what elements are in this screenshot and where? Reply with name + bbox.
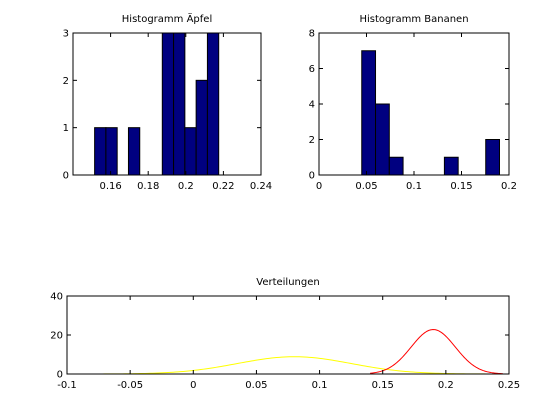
histogram-bar (173, 32, 186, 176)
bananas-histogram-title: Histogramm Bananen (359, 14, 468, 25)
histogram-bar (94, 127, 107, 176)
x-tick-label: 0.05 (245, 380, 267, 391)
distributions-panel: Verteilungen -0.1 -0.05 0 0.05 0.1 0.15 0.2 0.2… (50, 277, 520, 391)
y-tick-label: 0 (309, 171, 315, 182)
axes-box (318, 32, 510, 176)
y-tick-label: 0 (57, 370, 63, 381)
x-tick-label: 0 (190, 380, 196, 391)
histogram-bar (195, 79, 208, 176)
y-tick-label: 4 (309, 100, 315, 111)
x-tick-label: -0.05 (117, 380, 143, 391)
x-tick-label: 0 (316, 181, 322, 192)
histogram-bar (184, 127, 197, 176)
histogram-bar (443, 156, 459, 176)
histogram-bar (361, 50, 377, 176)
histogram-bar (127, 127, 141, 176)
x-tick-label: 0.16 (99, 181, 121, 192)
axes-box (72, 32, 262, 176)
y-tick-label: 6 (309, 64, 315, 75)
x-tick-label: 0.05 (355, 181, 377, 192)
x-tick-label: 0.2 (178, 181, 194, 192)
axes-box (66, 295, 510, 375)
x-tick-label: 0.2 (501, 181, 517, 192)
x-tick-label: 0.15 (372, 380, 394, 391)
y-tick-label: 0 (63, 171, 69, 182)
histogram-bar (388, 156, 404, 176)
x-tick-label: 0.15 (450, 181, 472, 192)
histogram-bar (161, 32, 175, 176)
x-tick-label: 0.1 (312, 380, 328, 391)
y-tick-label: 40 (50, 292, 63, 303)
distribution-line (92, 356, 497, 375)
x-tick-label: 0.18 (137, 181, 159, 192)
histogram-bar (206, 32, 220, 176)
y-tick-label: 20 (50, 331, 63, 342)
apples-histogram-title: Histogramm Äpfel (122, 12, 212, 25)
x-tick-label: 0.25 (498, 380, 520, 391)
bananas-histogram-panel: Histogramm Bananen 0 0.05 0.1 0.15 0.2 0 2 4 6 8 (309, 14, 517, 192)
y-tick-label: 2 (309, 135, 315, 146)
y-tick-label: 3 (63, 29, 69, 40)
y-tick-label: 8 (309, 29, 315, 40)
x-tick-label: 0.24 (250, 181, 272, 192)
y-tick-label: 2 (63, 76, 69, 87)
distributions-title: Verteilungen (256, 277, 319, 288)
distribution-line (370, 329, 503, 375)
y-tick-label: 1 (63, 123, 69, 134)
histogram-bar (485, 139, 501, 176)
histogram-bar (375, 103, 390, 176)
x-tick-label: -0.1 (57, 380, 77, 391)
x-tick-label: 0.1 (406, 181, 422, 192)
x-tick-label: 0.22 (212, 181, 234, 192)
apples-histogram-panel: Histogramm Äpfel 0.16 0.18 0.2 0.22 0.24 0 1 2 3 (63, 12, 273, 192)
histogram-bar (105, 127, 118, 176)
x-tick-label: 0.2 (438, 380, 454, 391)
